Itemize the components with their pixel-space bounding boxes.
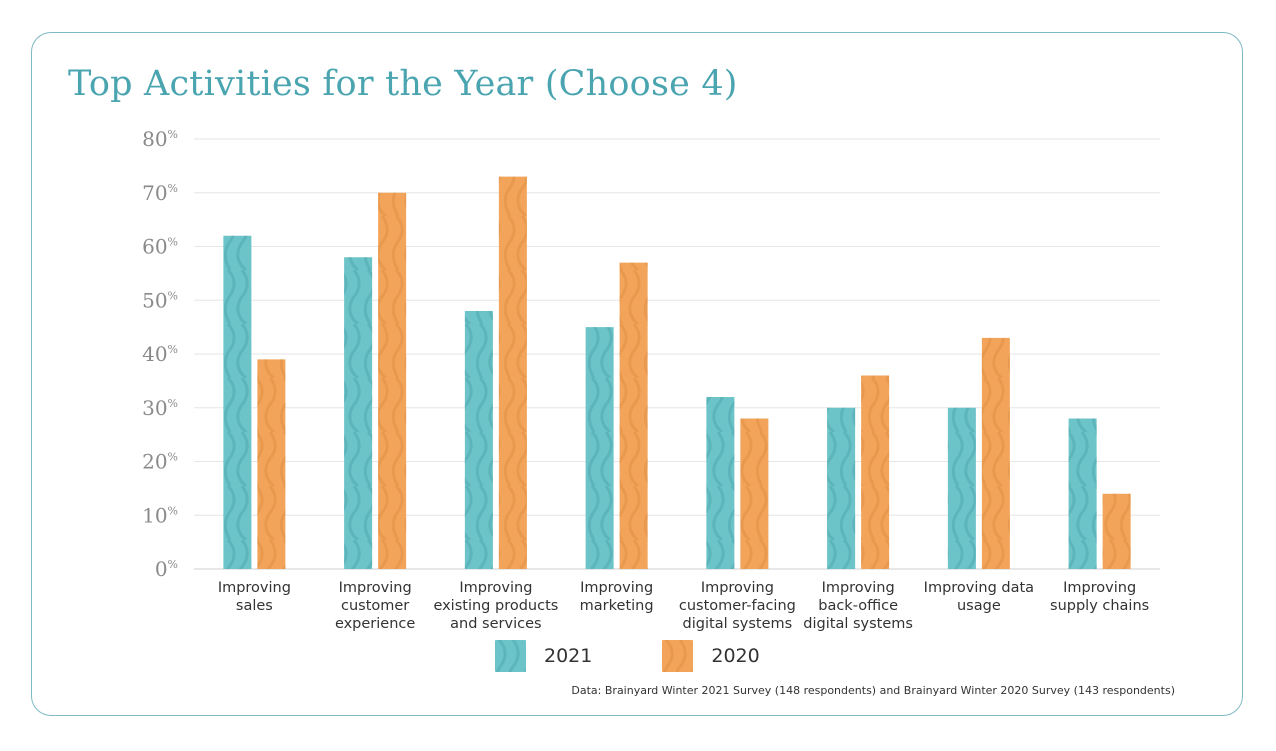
bar-pattern-2021-0 xyxy=(223,235,252,569)
bar-pattern-2020-7 xyxy=(1102,493,1131,569)
x-tick-label: Improving data usage xyxy=(924,580,1034,614)
legend: 2021 2020 xyxy=(495,640,830,672)
x-tick-label: Improving sales xyxy=(218,580,291,614)
y-tick-label: 0% xyxy=(155,557,178,581)
bar-pattern-2020-2 xyxy=(498,176,527,569)
bar-pattern-2020-4 xyxy=(740,418,769,569)
chart-title: Top Activities for the Year (Choose 4) xyxy=(68,64,738,104)
y-tick-label: 30% xyxy=(142,396,178,420)
x-tick-label: Improving supply chains xyxy=(1050,580,1149,614)
x-tick-label: Improving back-office digital systems xyxy=(803,580,913,632)
y-tick-label: 20% xyxy=(142,450,178,474)
bar-pattern-2021-2 xyxy=(464,311,493,569)
legend-item-2020: 2020 xyxy=(662,640,760,672)
bar-pattern-2021-4 xyxy=(706,397,735,569)
bar-pattern-2020-5 xyxy=(861,375,890,569)
legend-swatch-2021 xyxy=(495,640,526,672)
bar-pattern-2021-1 xyxy=(344,257,373,569)
y-tick-label: 60% xyxy=(142,235,178,259)
bar-pattern-2020-6 xyxy=(981,337,1010,569)
y-tick-label: 10% xyxy=(142,503,178,527)
x-tick-label: Improving customer-facing digital systems xyxy=(679,580,796,632)
legend-item-2021: 2021 xyxy=(495,640,592,672)
y-tick-label: 70% xyxy=(142,181,178,205)
bar-pattern-2020-1 xyxy=(378,192,407,569)
bar-pattern-2021-6 xyxy=(947,407,976,569)
source-note: Data: Brainyard Winter 2021 Survey (148 … xyxy=(571,684,1175,697)
bar-pattern-2020-0 xyxy=(257,359,286,569)
y-tick-label: 50% xyxy=(142,288,178,312)
bar-pattern-2021-5 xyxy=(827,407,856,569)
legend-swatch-2020 xyxy=(662,640,694,672)
bar-pattern-2021-3 xyxy=(585,327,614,569)
bar-pattern-2021-7 xyxy=(1068,418,1097,569)
bar-pattern-2020-3 xyxy=(619,262,648,569)
y-tick-label: 40% xyxy=(142,342,178,366)
x-tick-label: Improving customer experience xyxy=(335,580,415,632)
x-tick-label: Improving existing products and services xyxy=(433,580,558,632)
legend-label-2020: 2020 xyxy=(711,645,760,667)
y-tick-label: 80% xyxy=(142,127,178,151)
legend-label-2021: 2021 xyxy=(544,645,593,667)
x-tick-label: Improving marketing xyxy=(580,580,654,614)
